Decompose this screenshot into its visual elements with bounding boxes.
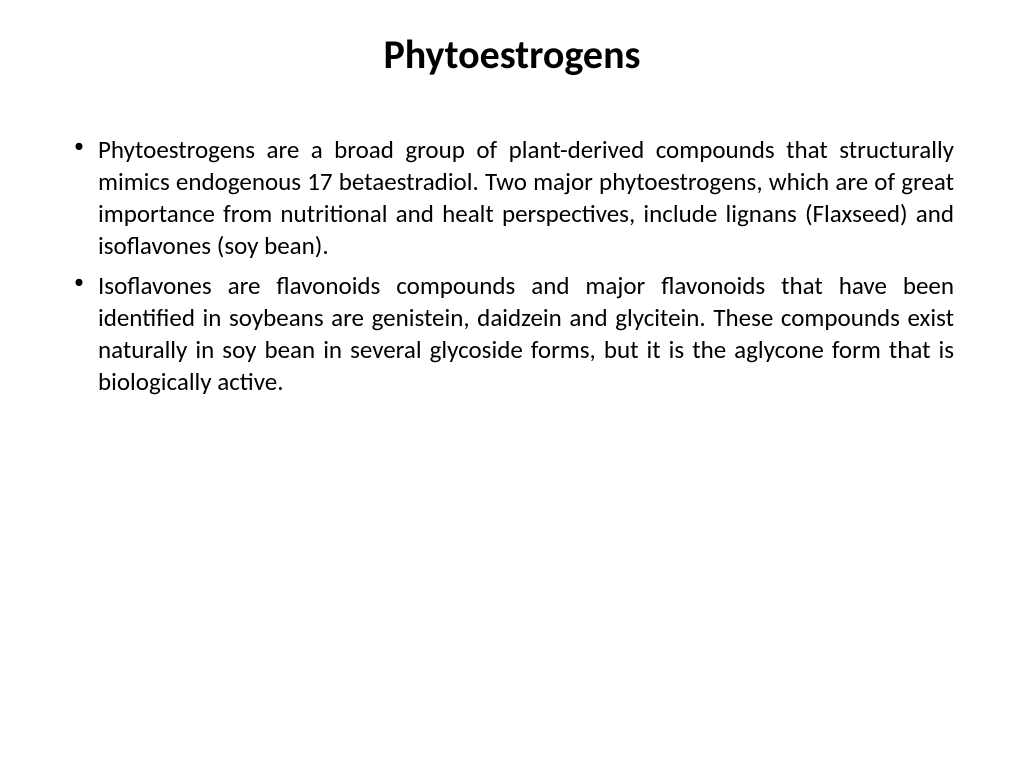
- list-item: Isoflavones are flavonoids compounds and…: [70, 270, 954, 398]
- list-item: Phytoestrogens are a broad group of plan…: [70, 134, 954, 262]
- slide-title: Phytoestrogens: [70, 30, 954, 79]
- bullet-list: Phytoestrogens are a broad group of plan…: [70, 134, 954, 398]
